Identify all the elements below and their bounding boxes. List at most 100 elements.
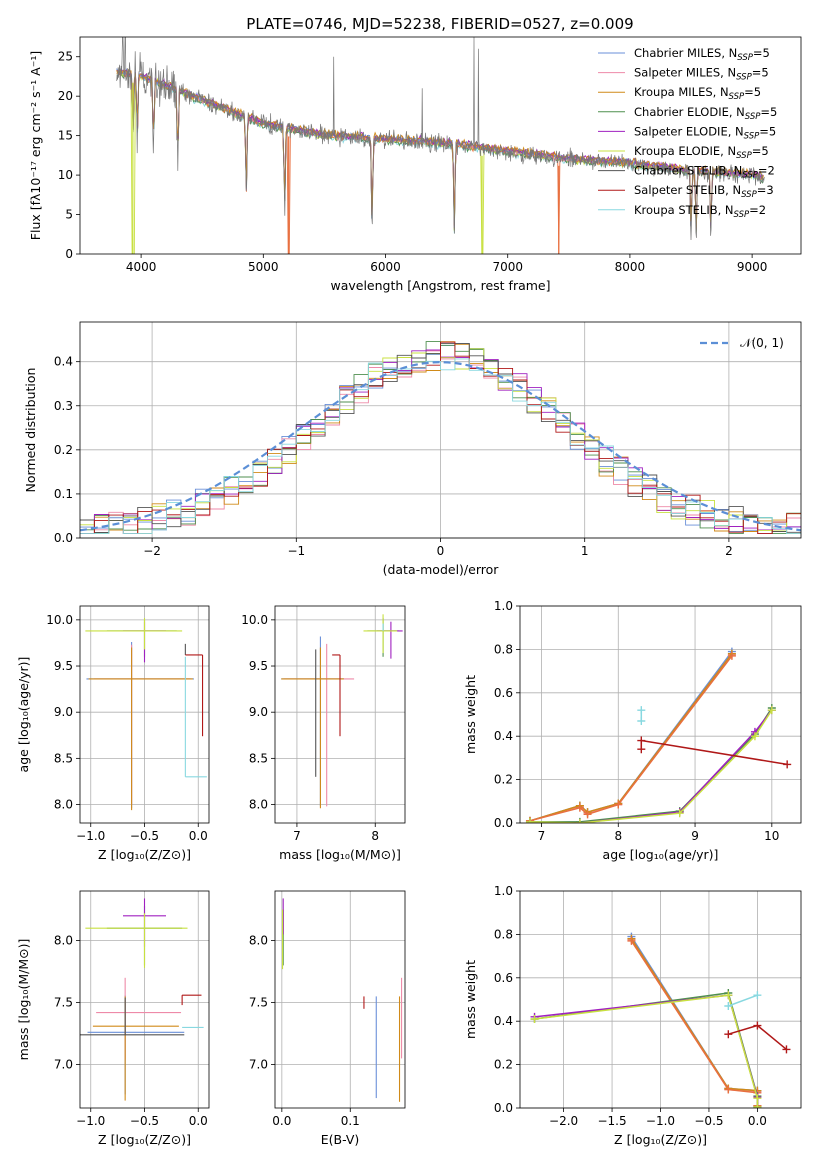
y-tick-label: 0.2 bbox=[494, 773, 513, 787]
weight-marker bbox=[753, 991, 762, 1000]
y-tick-label: 0.0 bbox=[54, 531, 73, 545]
weight-marker bbox=[637, 706, 646, 715]
x-tick-label: −0.5 bbox=[130, 1114, 159, 1128]
legend-label: Kroupa STELIB, NSSP=2 bbox=[634, 203, 766, 220]
y-tick-label: 9.5 bbox=[54, 659, 73, 673]
x-tick-label: 0.0 bbox=[189, 829, 208, 843]
errorbar-point bbox=[88, 647, 193, 811]
x-tick-label: −1 bbox=[287, 544, 305, 558]
x-tick-label: 0.0 bbox=[189, 1114, 208, 1128]
weight-marker bbox=[575, 803, 584, 812]
x-tick-label: −2 bbox=[143, 544, 161, 558]
x-tick-label: −1.5 bbox=[597, 1114, 626, 1128]
plot-area bbox=[85, 618, 207, 811]
errorbar-point bbox=[363, 614, 398, 654]
x-axis-label: Z [log₁₀(Z/Z⊙)] bbox=[614, 1132, 707, 1147]
weight-line bbox=[529, 653, 733, 822]
y-tick-label: 0 bbox=[65, 247, 73, 261]
grid bbox=[520, 890, 801, 1109]
x-axis-label: mass [log₁₀(M/M⊙)] bbox=[279, 847, 401, 862]
weight-line bbox=[728, 994, 758, 1007]
panel-age-vs-Z: −1.0 −0.5 0.0 8.0 8.5 9.0 9.5 10.0 Z [log₁₀(Z/Z⊙… bbox=[16, 605, 210, 862]
weight-series bbox=[637, 706, 646, 726]
weight-series bbox=[525, 651, 736, 823]
y-tick-label: 10 bbox=[58, 168, 73, 182]
legend-label: 𝒩(0, 1) bbox=[740, 336, 784, 350]
y-axis-label: mass weight bbox=[463, 675, 478, 754]
y-tick-label: 0.2 bbox=[494, 1058, 513, 1072]
x-tick-label: 2 bbox=[725, 544, 733, 558]
x-tick-label: 8 bbox=[371, 829, 379, 843]
axes-frame bbox=[519, 605, 802, 824]
plot-area bbox=[281, 614, 403, 809]
legend-subscript: SSP bbox=[744, 131, 760, 141]
weight-series bbox=[530, 988, 762, 1108]
y-tick-label: 7.0 bbox=[249, 1058, 268, 1072]
legend-suffix: =5 bbox=[752, 66, 769, 80]
x-tick-label: 9000 bbox=[737, 260, 768, 274]
weight-series bbox=[637, 736, 792, 769]
x-tick-label: 8000 bbox=[615, 260, 646, 274]
x-tick-label: −1.0 bbox=[76, 829, 105, 843]
weight-marker bbox=[530, 1015, 539, 1024]
y-tick-label: 7.5 bbox=[54, 996, 73, 1010]
x-tick-label: 8 bbox=[614, 829, 622, 843]
weight-line bbox=[530, 707, 773, 823]
y-tick-label: 8.0 bbox=[249, 798, 268, 812]
legend-subscript: SSP bbox=[737, 53, 753, 63]
grid bbox=[80, 606, 209, 823]
x-tick-label: −1.0 bbox=[646, 1114, 675, 1128]
plot-area bbox=[80, 898, 204, 1101]
x-axis-label: Z [log₁₀(Z/Z⊙)] bbox=[98, 847, 191, 862]
panel-residuals: −2 −1 0 1 2 0.0 0.1 0.2 0.3 0.4 (data-model)/error… bbox=[23, 321, 802, 577]
x-tick-label: −2.0 bbox=[549, 1114, 578, 1128]
weight-marker bbox=[783, 760, 792, 769]
legend-subscript: SSP bbox=[734, 210, 750, 220]
panel-mass-vs-EBV: 0.0 0.1 7.0 7.5 8.0 E(B-V) bbox=[249, 890, 406, 1147]
x-tick-label: 7 bbox=[538, 829, 546, 843]
errorbar-point bbox=[376, 621, 403, 659]
axes-frame bbox=[274, 605, 406, 824]
weight-marker bbox=[575, 819, 584, 823]
weight-marker bbox=[637, 745, 646, 754]
grid bbox=[520, 605, 801, 824]
errorbar-point bbox=[106, 619, 177, 657]
y-tick-label: 8.0 bbox=[249, 934, 268, 948]
errorbar-point bbox=[87, 995, 185, 1095]
x-tick-label: 4000 bbox=[126, 260, 157, 274]
y-axis-label: mass [log₁₀(M/M⊙)] bbox=[16, 939, 31, 1061]
legend-suffix: =5 bbox=[760, 105, 777, 119]
panel-mass-vs-Z: −1.0 −0.5 0.0 7.0 7.5 8.0 Z [log₁₀(Z/Z⊙)] mass … bbox=[16, 890, 210, 1147]
weight-line bbox=[534, 992, 759, 1107]
x-tick-label: −1.0 bbox=[76, 1114, 105, 1128]
legend-label: Chabrier MILES, NSSP=5 bbox=[634, 46, 770, 63]
y-tick-label: 9.0 bbox=[54, 705, 73, 719]
weight-marker bbox=[753, 1021, 762, 1030]
x-tick-label: 5000 bbox=[248, 260, 279, 274]
plot-area bbox=[80, 341, 801, 535]
plot-area bbox=[530, 932, 791, 1108]
chart-title: PLATE=0746, MJD=52238, FIBERID=0527, z=0… bbox=[246, 15, 633, 33]
legend-label: Salpeter MILES, NSSP=5 bbox=[634, 66, 769, 83]
y-tick-label: 0.8 bbox=[494, 927, 513, 941]
y-tick-label: 0.6 bbox=[494, 686, 513, 700]
x-tick-label: 9 bbox=[691, 829, 699, 843]
weight-marker bbox=[637, 736, 646, 745]
weight-marker bbox=[627, 936, 636, 945]
weight-marker bbox=[753, 1102, 762, 1108]
weight-line bbox=[534, 994, 759, 1108]
y-tick-label: 10.0 bbox=[241, 613, 268, 627]
weight-marker bbox=[727, 651, 736, 660]
legend-label: Chabrier ELODIE, NSSP=5 bbox=[634, 105, 777, 122]
weight-series bbox=[525, 706, 776, 823]
axes-frame bbox=[79, 321, 802, 539]
y-tick-label: 8.0 bbox=[54, 798, 73, 812]
weight-line bbox=[529, 654, 733, 822]
y-tick-label: 7.5 bbox=[249, 996, 268, 1010]
y-tick-label: 0.4 bbox=[494, 1014, 513, 1028]
errorbar-point bbox=[283, 643, 355, 807]
x-tick-label: 0.1 bbox=[341, 1114, 360, 1128]
weight-marker bbox=[525, 817, 534, 823]
legend-label: Kroupa MILES, NSSP=5 bbox=[634, 85, 761, 102]
weight-series bbox=[530, 991, 762, 1108]
